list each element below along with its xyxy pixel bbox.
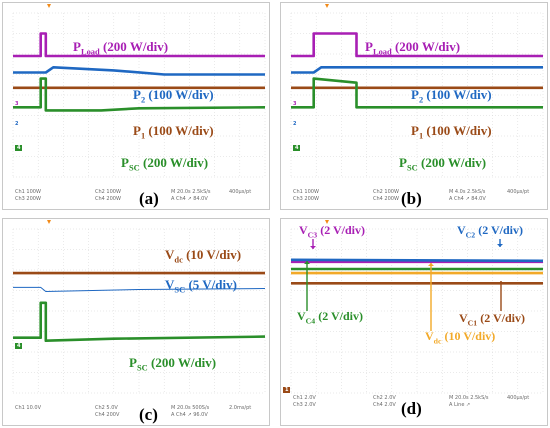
panel-label-b: (b): [401, 189, 422, 208]
footer-timebase-b: M 4.0s 2.5kS/s: [449, 189, 486, 195]
panel-label-a: (a): [139, 189, 159, 208]
marker-ch4-c: 4: [15, 343, 23, 349]
trace-vc2-d: [290, 258, 544, 263]
label-p1-a: P1 (100 W/div): [133, 123, 214, 141]
footer-record-d: 400μs/pt: [507, 395, 530, 401]
footer-ch1-d: Ch1 2.0V: [293, 395, 316, 401]
trigger-marker-b: [325, 4, 329, 8]
trace-vsc-c: [13, 286, 266, 292]
footer-ch3-d: Ch3 2.0V: [293, 402, 316, 408]
footer-ch4-d: Ch4 2.0V: [373, 402, 396, 408]
label-vc4-d: VC4 (2 V/div): [297, 309, 363, 326]
footer-ch1-b: Ch1 100W: [293, 189, 319, 195]
footer-timebase-a: M 20.0s 2.5kS/s: [171, 189, 211, 195]
label-vdc-c: Vdc (10 V/div): [165, 247, 242, 265]
marker-ch4-b: 4: [293, 145, 301, 151]
trigger-marker-c: [47, 220, 51, 224]
arrow-vc3-head: [310, 246, 316, 249]
label-p1-b: P1 (100 W/div): [411, 123, 492, 141]
footer-ch4-c: Ch4 200V: [95, 412, 120, 418]
scope-panel-a: 3 2 4 PLoad (200 W/div) P2 (100 W/div) P…: [2, 2, 270, 210]
marker-ch2-b: 2: [293, 121, 297, 127]
label-vc1-d: VC1 (2 V/div): [459, 311, 525, 328]
footer-ch1-c: Ch1 10.0V: [15, 405, 41, 411]
footer-record-b: 400μs/pt: [507, 189, 530, 195]
footer-trigger-c: A Ch4 ↗ 96.0V: [171, 412, 208, 418]
trace-psc-b: [291, 77, 543, 109]
label-pload-b: PLoad (200 W/div): [365, 39, 461, 57]
trace-p2-b: [291, 66, 543, 74]
scope-panel-b: 3 2 4 PLoad (200 W/div) P2 (100 W/div) P…: [280, 2, 548, 210]
label-p2-a: P2 (100 W/div): [133, 87, 214, 105]
scope-panel-d: 1 VC3 (2 V/div) VC2 (2 V/div) VC4 (2 V/d…: [280, 218, 548, 426]
scope-panel-c: 4 Vdc (10 V/div) VSC (5 V/div) PSC (200 …: [2, 218, 270, 426]
scope-plot-c: [12, 220, 266, 394]
trigger-marker-d: [325, 220, 329, 224]
scope-grid-b: [290, 12, 544, 178]
label-vc2-d: VC2 (2 V/div): [457, 223, 523, 240]
scope-plot-a: [12, 4, 266, 178]
trace-pload-b: [291, 32, 543, 58]
marker-ch3-a: 3: [15, 101, 19, 107]
label-pload-a: PLoad (200 W/div): [73, 39, 169, 57]
footer-trigger-d: A Line ↗: [449, 402, 471, 408]
panel-label-c: (c): [139, 405, 158, 424]
footer-record-a: 400μs/pt: [229, 189, 252, 195]
scope-plot-b: [290, 4, 544, 178]
label-vdc-d: Vdc (10 V/div): [425, 329, 496, 346]
footer-ch2-d: Ch2 2.0V: [373, 395, 396, 401]
marker-ch2-a: 2: [15, 121, 19, 127]
arrow-vdc-head: [428, 263, 434, 266]
trace-psc-c: [13, 301, 266, 342]
label-vsc-c: VSC (5 V/div): [165, 277, 237, 295]
footer-ch2-b: Ch2 100W: [373, 189, 399, 195]
arrow-vc1-head: [498, 281, 504, 284]
footer-record-c: 2.0ms/pt: [229, 405, 252, 411]
footer-ch4-b: Ch4 200W: [373, 196, 399, 202]
footer-ch2-c: Ch2 5.0V: [95, 405, 118, 411]
footer-ch1-a: Ch1 100W: [15, 189, 41, 195]
trigger-marker-a: [47, 4, 51, 8]
arrow-vc2-head: [497, 244, 503, 247]
footer-timebase-d: M 20.0s 2.5kS/s: [449, 395, 489, 401]
trace-psc-a: [13, 77, 266, 112]
footer-ch3-b: Ch3 200W: [293, 196, 319, 202]
label-p2-b: P2 (100 W/div): [411, 87, 492, 105]
label-psc-b: PSC (200 W/div): [399, 155, 487, 173]
footer-timebase-c: M 20.0s 500S/s: [171, 405, 210, 411]
footer-trigger-b: A Ch4 ↗ 84.0V: [449, 196, 486, 202]
footer-ch2-a: Ch2 100W: [95, 189, 121, 195]
scope-grid-c: [12, 228, 266, 394]
scope-plot-d: [290, 220, 544, 394]
marker-ch1-d: 1: [283, 387, 291, 393]
label-vc3-d: VC3 (2 V/div): [299, 223, 365, 240]
footer-ch4-a: Ch4 200W: [95, 196, 121, 202]
marker-ch4-a: 4: [15, 145, 23, 151]
scope-grid-d: [290, 228, 544, 394]
panel-label-d: (d): [401, 399, 422, 418]
scope-grid-a: [12, 12, 266, 178]
label-psc-a: PSC (200 W/div): [121, 155, 209, 173]
trace-p2-a: [13, 66, 265, 76]
trace-pload-a: [13, 32, 265, 58]
marker-ch3-b: 3: [293, 101, 297, 107]
arrow-vc4-head: [304, 261, 310, 264]
footer-trigger-a: A Ch4 ↗ 84.0V: [171, 196, 208, 202]
footer-ch3-a: Ch3 200W: [15, 196, 41, 202]
label-psc-c: PSC (200 W/div): [129, 355, 217, 373]
